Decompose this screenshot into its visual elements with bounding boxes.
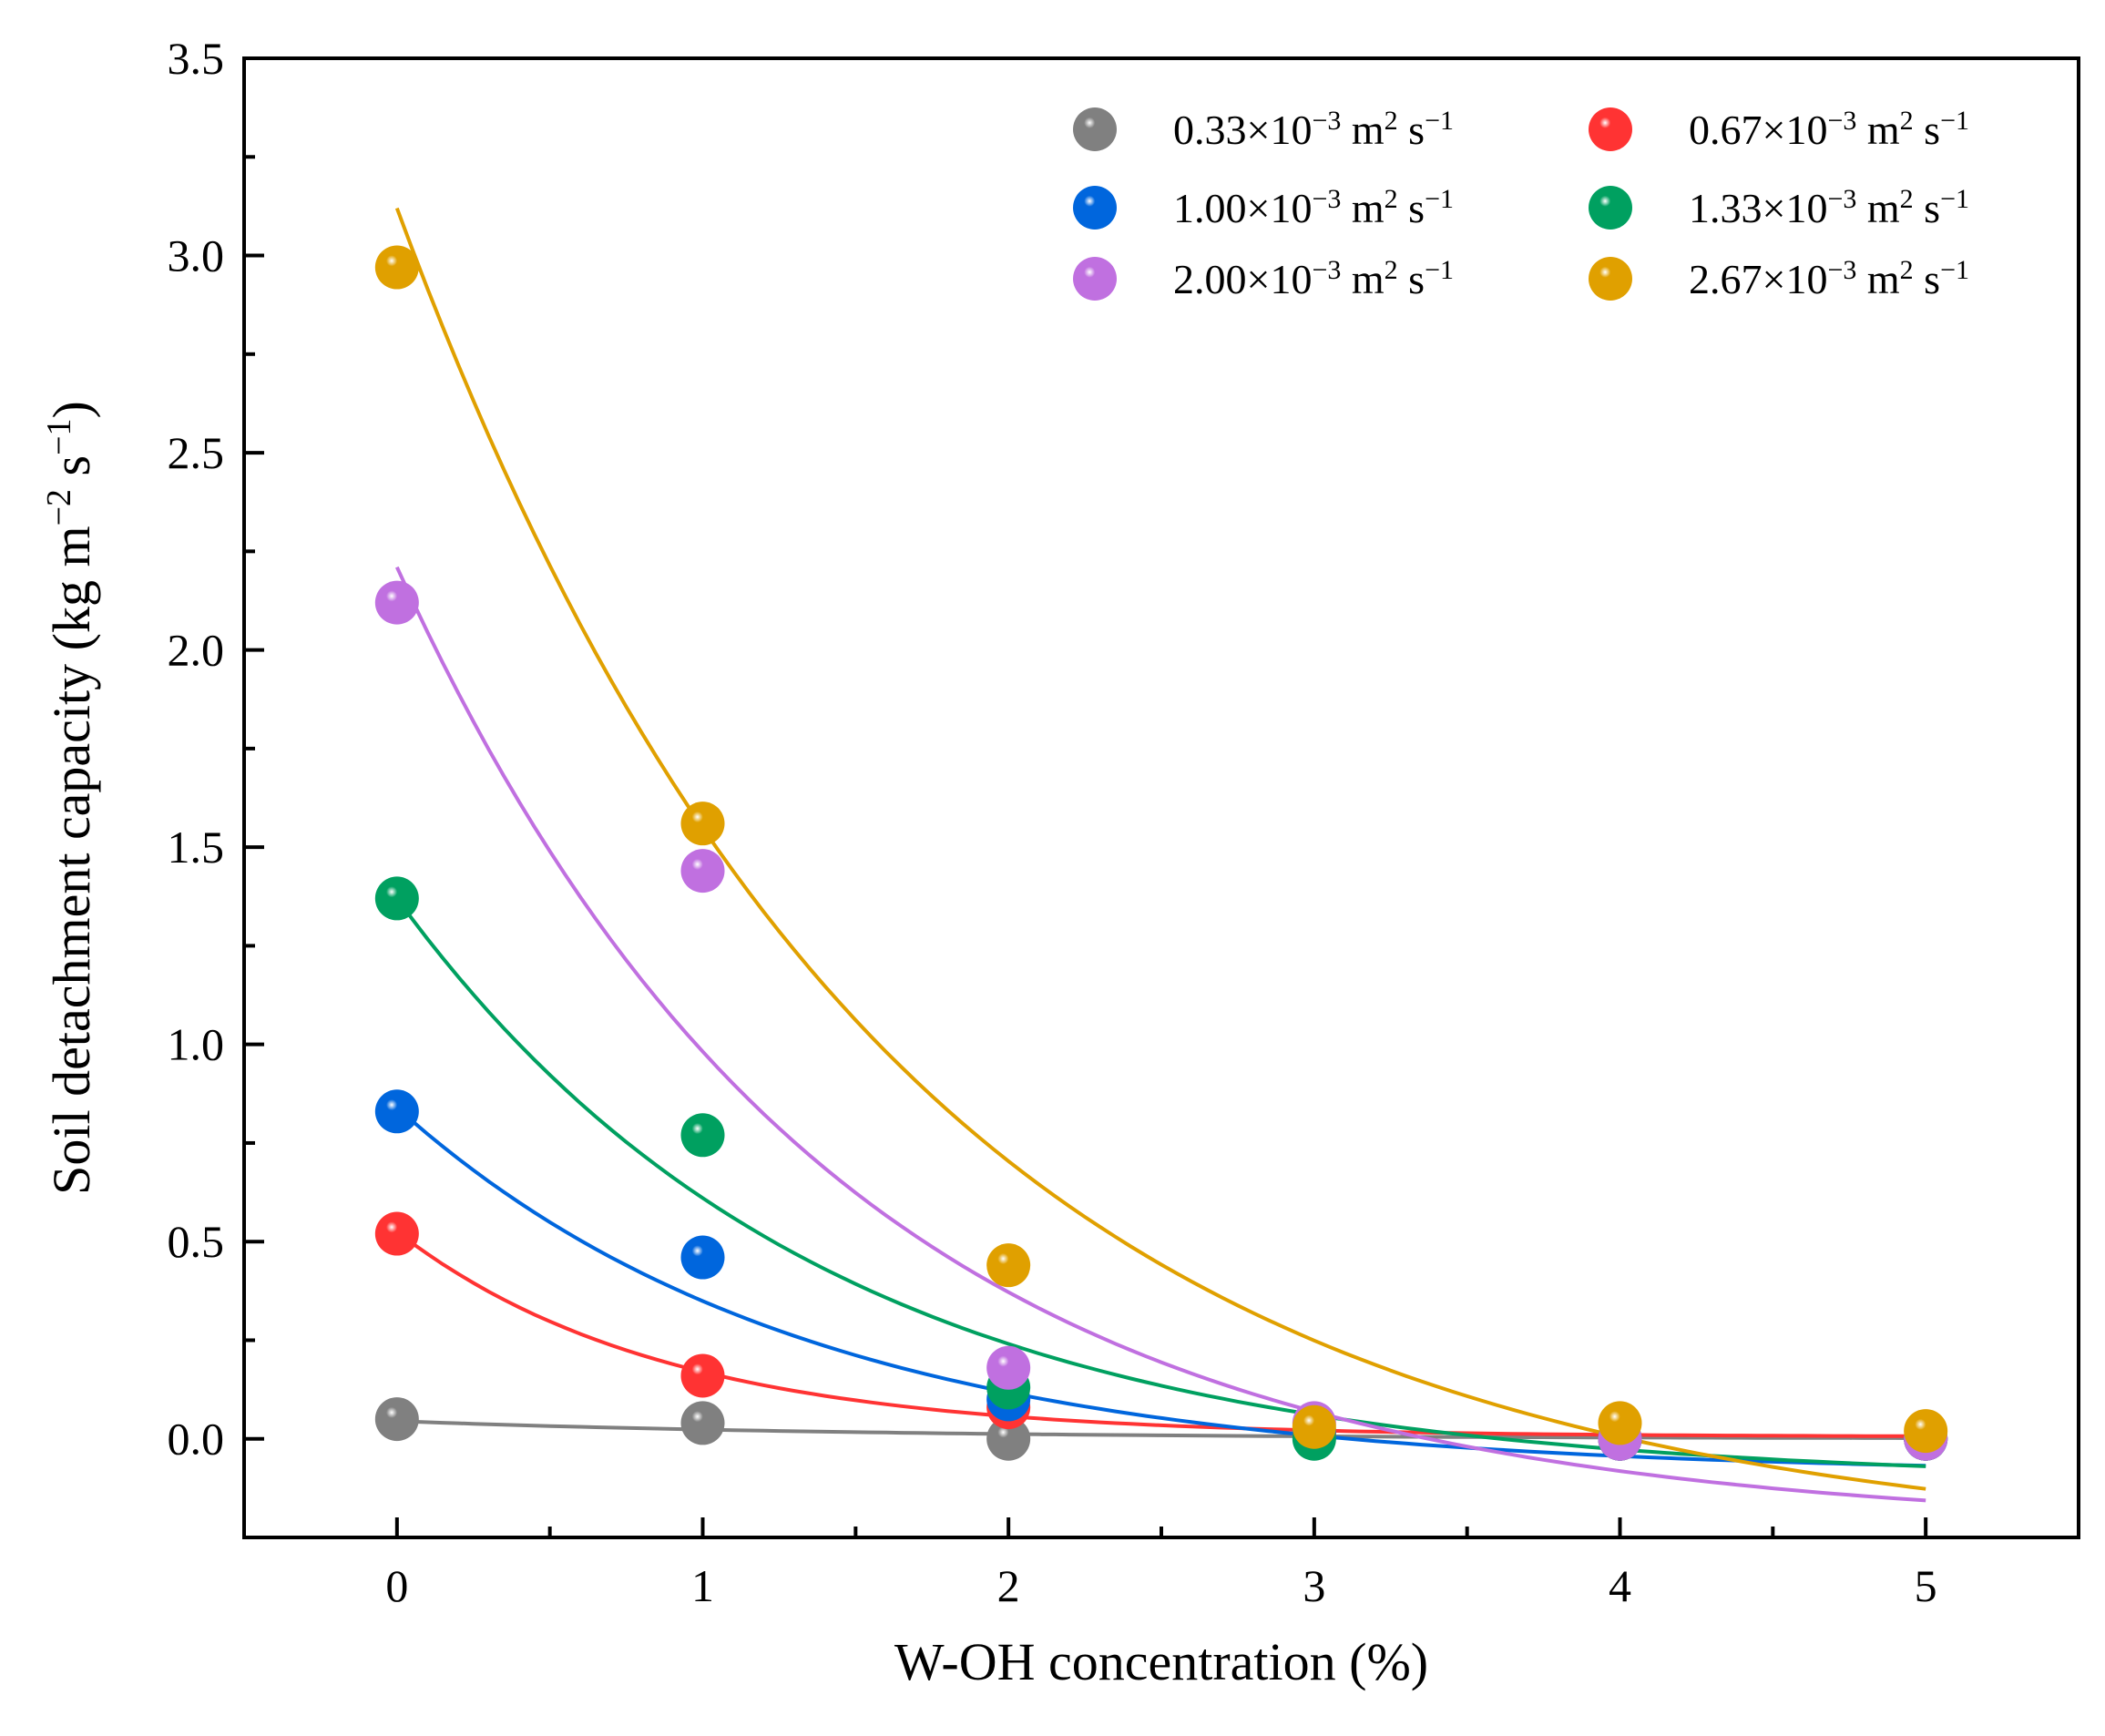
data-point [986,1345,1031,1390]
legend-label: 0.33×10−3 m2 s−1 [1173,106,1454,154]
fit-curve-2 [395,1106,1926,1468]
legend-label: 2.67×10−3 m2 s−1 [1689,255,1969,303]
data-point [374,1211,419,1256]
data-point [986,1416,1031,1461]
x-tick-label: 2 [997,1560,1020,1611]
legend: 0.33×10−3 m2 s−1 0.67×10−3 m2 s−1 1.00×10−… [1073,106,1969,303]
legend-label: 1.33×10−3 m2 s−1 [1689,184,1969,232]
data-point [1904,1409,1948,1454]
data-point [1598,1401,1642,1445]
x-tick-label: 4 [1609,1560,1631,1611]
x-tick-label: 3 [1303,1560,1325,1611]
data-point [374,580,419,625]
data-point [1292,1404,1336,1449]
legend-marker [1589,107,1632,151]
data-point [680,1353,725,1398]
legend-marker [1589,257,1632,301]
data-point [680,802,725,846]
legend-label: 1.00×10−3 m2 s−1 [1173,184,1454,232]
data-point [374,1397,419,1442]
fit-curve-5 [394,207,1926,1491]
legend-label: 2.00×10−3 m2 s−1 [1173,255,1454,303]
axis-ticks: 0 1 2 3 4 5 0.0 0.5 1.0 1.5 2.0 2.5 3.0 3.5 [168,33,1937,1611]
data-point [374,876,419,921]
x-axis-title: W-OH concentration (%) [894,1632,1428,1691]
x-tick-label: 1 [691,1560,714,1611]
fit-curve-3 [395,897,1926,1468]
data-point [680,1113,725,1158]
fit-curve-0 [396,1419,1926,1440]
data-point [374,245,419,290]
y-axis-title: Soil detachment capacity (kg m−2 s−1) [40,401,101,1195]
data-point [680,1401,725,1445]
legend-label: 0.67×10−3 m2 s−1 [1689,106,1969,154]
fit-curve-1 [395,1230,1926,1438]
y-tick-label: 3.0 [168,230,225,281]
y-tick-label: 0.5 [168,1216,225,1267]
y-tick-label: 3.5 [168,33,225,84]
data-point [680,1235,725,1280]
legend-marker [1073,186,1117,230]
data-point [986,1243,1031,1288]
legend-marker [1073,257,1117,301]
data-point [374,1089,419,1134]
legend-marker [1073,107,1117,151]
legend-marker [1589,186,1632,230]
y-tick-label: 2.5 [168,427,225,478]
fit-curve-4 [394,566,1926,1503]
fit-curves [394,207,1926,1503]
x-tick-label: 5 [1915,1560,1937,1611]
y-tick-label: 1.0 [168,1019,225,1070]
x-tick-label: 0 [385,1560,408,1611]
data-point [680,849,725,894]
y-tick-label: 2.0 [168,625,225,676]
data-points [374,245,1948,1461]
y-tick-label: 1.5 [168,822,225,873]
y-tick-label: 0.0 [168,1414,225,1465]
